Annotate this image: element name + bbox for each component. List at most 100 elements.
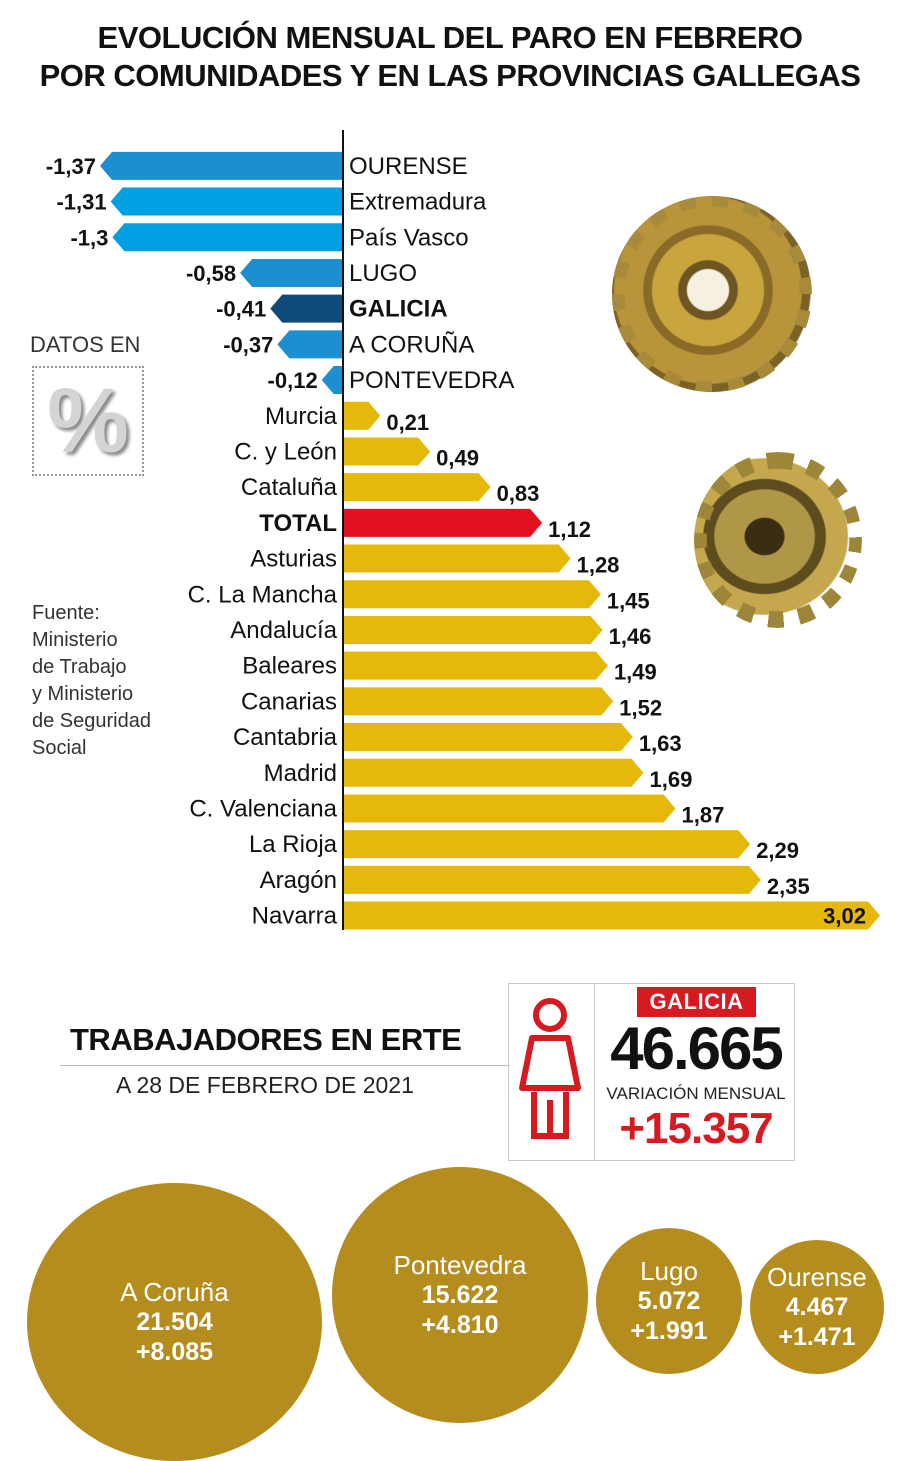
bar-15	[344, 687, 614, 716]
page-subtitle: POR COMUNIDADES Y EN LAS PROVINCIAS GALL…	[39, 58, 861, 93]
units-label: DATOS EN	[30, 332, 141, 357]
value-label: 0,49	[436, 445, 479, 470]
percent-icon-box: %	[32, 366, 144, 476]
bubble-name: Pontevedra	[393, 1250, 527, 1280]
person-icon	[519, 998, 581, 1139]
erte-title: TRABAJADORES EN ERTE	[70, 1022, 462, 1057]
value-label: -1,3	[70, 225, 108, 250]
category-label: C. y León	[234, 438, 337, 465]
source-note: Fuente: Ministerio de Trabajo y Minister…	[32, 602, 151, 759]
value-label: -0,58	[186, 261, 236, 286]
category-label: TOTAL	[259, 510, 337, 537]
bubble-total: 15.622	[421, 1281, 499, 1309]
bar-5	[277, 330, 342, 359]
category-label: Aragón	[260, 867, 337, 894]
category-label: PONTEVEDRA	[349, 367, 514, 394]
value-label: 3,02	[823, 904, 866, 929]
bar-9	[344, 473, 491, 502]
variation-label: VARIACIÓN MENSUAL	[606, 1084, 786, 1103]
value-label: 1,49	[614, 660, 657, 685]
bubble-total: 21.504	[136, 1308, 213, 1336]
bar-13	[344, 615, 603, 644]
bubble-variation: +8.085	[135, 1338, 214, 1366]
value-label: -1,37	[46, 154, 96, 179]
category-label: Extremadura	[349, 189, 487, 216]
category-label: Navarra	[252, 903, 338, 930]
bar-2	[112, 223, 342, 252]
value-label: 1,63	[639, 731, 682, 756]
value-label: 0,21	[386, 410, 429, 435]
bubble-name: Lugo	[640, 1256, 698, 1286]
category-label: GALICIA	[349, 296, 448, 323]
value-label: 1,69	[650, 767, 693, 792]
gear-image-small	[694, 452, 862, 628]
percent-icon: %	[47, 370, 129, 472]
category-label: Cataluña	[241, 474, 338, 501]
page-title: EVOLUCIÓN MENSUAL DEL PARO EN FEBRERO	[97, 20, 803, 55]
value-label: 1,46	[609, 624, 652, 649]
bubble-variation: +1.991	[630, 1317, 708, 1345]
value-label: 0,83	[497, 481, 540, 506]
bar-7	[344, 401, 381, 430]
bar-11	[344, 544, 571, 573]
category-label: A CORUÑA	[349, 331, 474, 358]
bar-18	[344, 794, 676, 823]
category-label: Canarias	[241, 688, 337, 715]
bubble-variation: +4.810	[421, 1311, 499, 1339]
bar-12	[344, 580, 601, 609]
erte-subtitle: A 28 DE FEBRERO DE 2021	[116, 1072, 414, 1098]
value-label: 2,35	[767, 874, 810, 899]
bubble-pontevedra: Pontevedra 15.622 +4.810	[332, 1167, 588, 1423]
bubble-a-coruna: A Coruña 21.504 +8.085	[27, 1183, 322, 1461]
category-label: La Rioja	[249, 831, 338, 858]
bubble-lugo: Lugo 5.072 +1.991	[596, 1228, 742, 1374]
bar-20	[344, 865, 761, 894]
bubble-name: Ourense	[767, 1262, 867, 1292]
value-label: 2,29	[756, 838, 799, 863]
category-label: Murcia	[265, 403, 338, 430]
bar-8	[344, 437, 431, 466]
value-label: -0,37	[223, 332, 273, 357]
divider	[60, 1065, 510, 1066]
galicia-erte-variation: +15.357	[619, 1104, 773, 1153]
category-label: Cantabria	[233, 724, 338, 751]
bar-17	[344, 758, 644, 787]
category-label: Madrid	[264, 760, 337, 787]
category-label: LUGO	[349, 260, 417, 287]
value-label: -1,31	[56, 190, 106, 215]
category-label: C. Valenciana	[189, 795, 337, 822]
bar-14	[344, 651, 608, 680]
bubble-ourense: Ourense 4.467 +1.471	[750, 1240, 884, 1374]
divider	[594, 983, 595, 1161]
category-label: País Vasco	[349, 224, 469, 251]
value-label: 1,28	[577, 553, 620, 578]
value-label: -0,12	[268, 368, 318, 393]
bar-4	[270, 294, 342, 323]
galicia-erte-total: 46.665	[610, 1015, 784, 1082]
bar-10	[344, 508, 543, 537]
value-label: 1,45	[607, 588, 650, 613]
bar-0	[100, 151, 342, 180]
galicia-badge: GALICIA	[637, 987, 756, 1017]
category-label: C. La Mancha	[188, 581, 338, 608]
gear-image	[612, 196, 812, 392]
bubble-total: 4.467	[785, 1293, 849, 1321]
value-label: -0,41	[216, 297, 266, 322]
category-label: Asturias	[250, 546, 337, 573]
bubble-name: A Coruña	[120, 1277, 229, 1307]
value-label: 1,87	[682, 802, 725, 827]
bar-16	[344, 723, 633, 752]
bar-21	[344, 901, 880, 930]
galicia-erte-box	[508, 983, 795, 1161]
bubble-variation: +1.471	[778, 1323, 856, 1351]
bar-3	[240, 258, 342, 287]
bar-1	[110, 187, 342, 216]
category-label: Baleares	[242, 653, 337, 680]
value-label: 1,12	[548, 517, 591, 542]
bar-chart: OURENSE -1,37 Extremadura -1,31 País Vasco -1…	[46, 130, 880, 930]
category-label: Andalucía	[230, 617, 337, 644]
value-label: 1,52	[619, 695, 662, 720]
bar-19	[344, 830, 751, 859]
bubble-total: 5.072	[637, 1287, 701, 1315]
category-label: OURENSE	[349, 153, 468, 180]
